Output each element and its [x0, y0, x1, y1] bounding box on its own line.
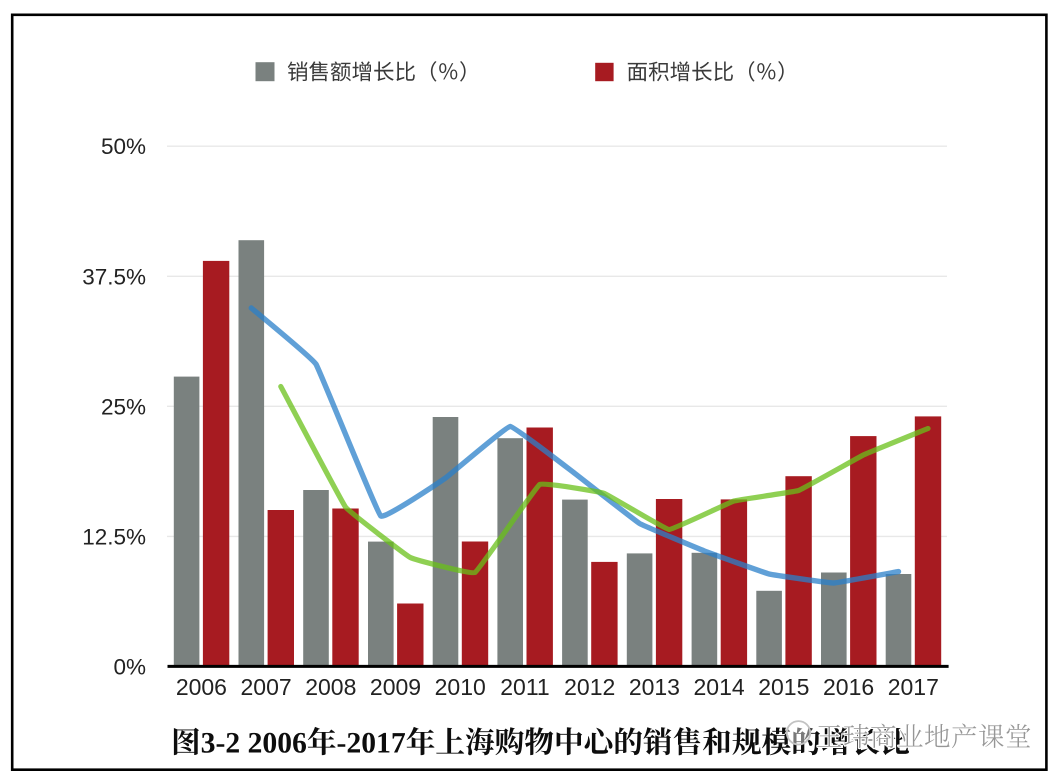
- svg-text:25%: 25%: [101, 394, 146, 419]
- svg-text:2016: 2016: [823, 674, 874, 700]
- svg-text:2007: 2007: [241, 674, 292, 700]
- svg-text:2017: 2017: [888, 674, 939, 700]
- svg-text:2010: 2010: [435, 674, 486, 700]
- svg-text:2006: 2006: [176, 674, 227, 700]
- svg-text:2014: 2014: [694, 674, 745, 700]
- svg-text:12.5%: 12.5%: [82, 524, 146, 549]
- svg-text:50%: 50%: [101, 134, 146, 159]
- svg-text:2009: 2009: [370, 674, 421, 700]
- svg-text:2008: 2008: [305, 674, 356, 700]
- svg-text:2012: 2012: [564, 674, 615, 700]
- svg-text:0%: 0%: [113, 654, 146, 679]
- svg-text:37.5%: 37.5%: [82, 264, 146, 289]
- svg-text:2013: 2013: [629, 674, 680, 700]
- svg-text:2015: 2015: [758, 674, 809, 700]
- svg-text:2011: 2011: [500, 674, 549, 700]
